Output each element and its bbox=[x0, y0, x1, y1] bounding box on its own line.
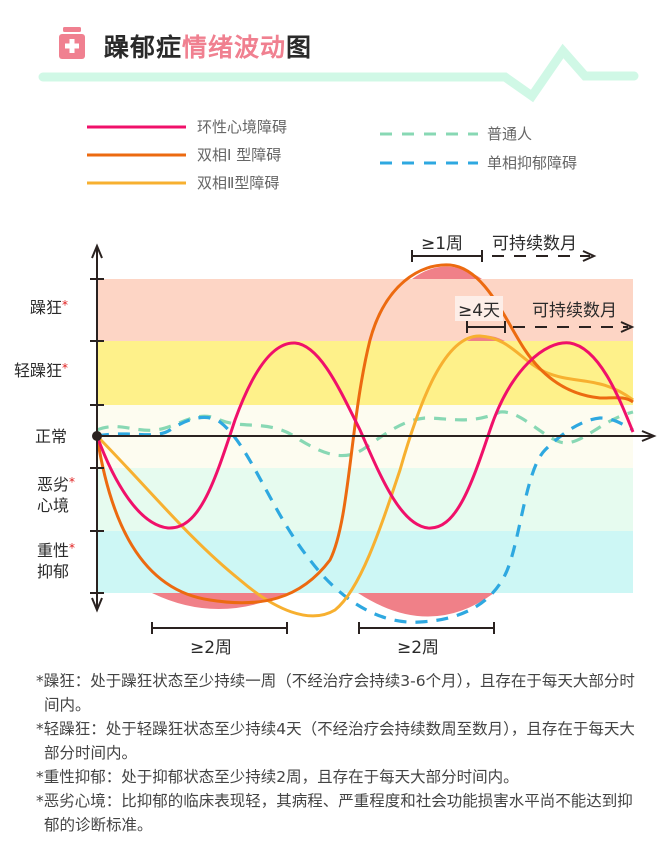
x-axis-arrow-icon bbox=[641, 430, 657, 442]
highlight-unipolar-depression bbox=[358, 593, 494, 617]
footnotes: *躁狂：处于躁狂状态至少持续一周（不经治疗会持续3-6个月），且存在于每天大部分… bbox=[36, 669, 646, 837]
curve-cyclothymia bbox=[95, 341, 635, 530]
annotation-mania-extend: 可持续数月 bbox=[492, 234, 577, 254]
footnote-major-depression: *重性抑郁：处于抑郁状态至少持续2周，且存在于每天大部分时间内。 bbox=[36, 768, 519, 786]
duration-brackets bbox=[151, 250, 506, 634]
curve-bipolar-1 bbox=[95, 263, 634, 605]
y-axis-ticks bbox=[90, 278, 104, 594]
title-part-highlight: 情绪波动 bbox=[182, 33, 287, 62]
extend-arrows bbox=[492, 250, 635, 333]
annotation-depression-duration-2: ≥2周 bbox=[397, 638, 440, 658]
band-dysthymia bbox=[97, 468, 633, 531]
legend-label-bipolar2: 双相Ⅱ型障碍 bbox=[197, 174, 280, 192]
ylabel-normal: 正常 bbox=[35, 427, 68, 446]
legend-label-cyclothymia: 环性心境障碍 bbox=[197, 118, 288, 136]
origin-dot bbox=[92, 431, 102, 441]
legend-label-unipolar: 单相抑郁障碍 bbox=[487, 154, 578, 172]
heartbeat-line-icon bbox=[38, 43, 639, 103]
legend-label-normal: 普通人 bbox=[487, 125, 533, 143]
title-part-3: 图 bbox=[286, 33, 313, 62]
ylabel-dysthymia: 恶劣* 心境 bbox=[37, 475, 76, 515]
footnote-hypomania: *轻躁狂：处于轻躁狂状态至少持续4天（不经治疗会持续数周至数月），且存在于每天大… bbox=[36, 720, 635, 762]
ylabel-hypomania: 轻躁狂* bbox=[14, 361, 69, 380]
mood-chart bbox=[90, 243, 657, 634]
legend-label-bipolar1: 双相Ⅰ 型障碍 bbox=[197, 146, 282, 164]
ylabel-major-depression: 重性* 抑郁 bbox=[37, 541, 76, 581]
footnote-mania: *躁狂：处于躁狂状态至少持续一周（不经治疗会持续3-6个月），且存在于每天大部分… bbox=[36, 672, 635, 714]
y-axis-arrow-down-icon bbox=[91, 597, 103, 613]
footnote-dysthymia: *恶劣心境：比抑郁的临床表现轻，其病程、严重程度和社会功能损害水平尚不能达到抑郁… bbox=[36, 792, 633, 834]
title-part-1: 躁郁症 bbox=[104, 33, 183, 62]
header: 躁郁症情绪波动图 bbox=[0, 0, 670, 103]
ylabel-mania: 躁狂* bbox=[30, 298, 69, 317]
highlight-mania bbox=[412, 266, 482, 279]
legend-swatches bbox=[87, 125, 478, 185]
page-title: 躁郁症情绪波动图 bbox=[104, 28, 312, 64]
band-mania bbox=[97, 279, 633, 341]
band-hypomania bbox=[97, 341, 633, 405]
annotation-hypomania-duration: ≥4天 bbox=[455, 296, 504, 321]
annotation-depression-duration-1: ≥2周 bbox=[190, 638, 233, 658]
annotation-hypomania-extend: 可持续数月 bbox=[532, 301, 617, 321]
annotation-mania-duration: ≥1周 bbox=[421, 234, 464, 254]
y-axis-arrow-up-icon bbox=[91, 243, 103, 259]
medicine-bottle-icon bbox=[59, 27, 85, 59]
